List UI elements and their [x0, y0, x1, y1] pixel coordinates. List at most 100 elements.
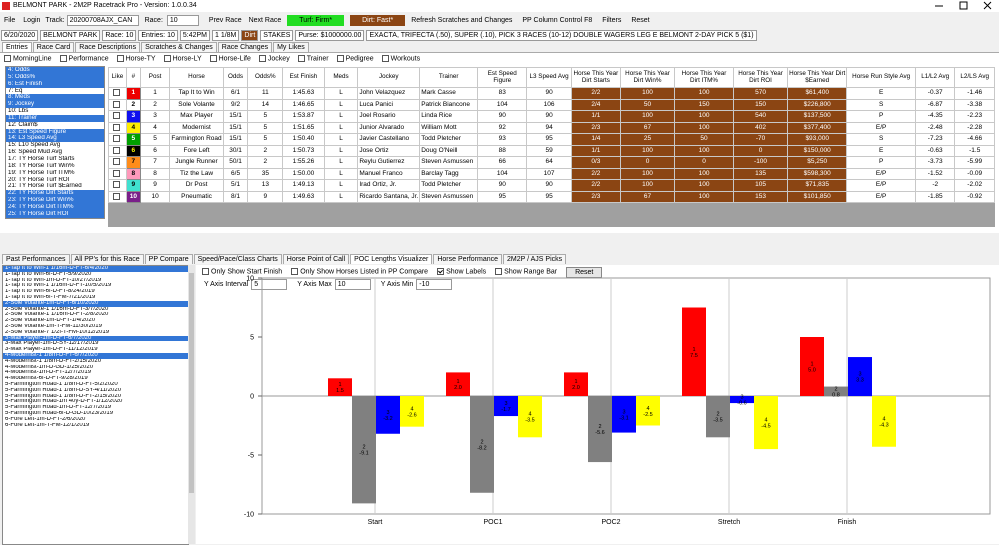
- tab[interactable]: Past Performances: [2, 254, 70, 264]
- pp-item[interactable]: 2-Sole Volante-7 1/2f-T-FM-10/12/2019: [5, 329, 110, 335]
- like-checkbox[interactable]: [112, 135, 120, 143]
- dirt-button[interactable]: Dirt: Fast*: [350, 15, 406, 26]
- tab[interactable]: Scratches & Changes: [141, 42, 217, 52]
- pp-item[interactable]: 2-Sole Volante-1 1/16m-D-FT-2/8/2020: [5, 312, 109, 318]
- column-item[interactable]: 15: L10 Speed Avg: [8, 142, 61, 149]
- pp-item[interactable]: 4-Modernist-1m-D-FT-12/7/2019: [5, 370, 92, 376]
- filter[interactable]: Horse-Life: [209, 55, 251, 63]
- pp-item[interactable]: 1-Tap It to Win-6f-D-FT-5/9/2020: [5, 271, 92, 277]
- checkbox[interactable]: [163, 55, 171, 63]
- pp-item[interactable]: 5-Farmington Road-1m-D-FT-12/7/2019: [5, 405, 112, 411]
- pp-item[interactable]: 4-Modernist-1 1/8m-D-FT-6/7/2020: [3, 352, 188, 359]
- pp-column-button[interactable]: PP Column Control F8: [522, 17, 593, 24]
- column-item[interactable]: 21: TY Horse Turf $Earned: [8, 183, 82, 190]
- pp-item[interactable]: 3-Max Player-1m-D-SY-12/17/2019: [5, 341, 99, 347]
- pp-item[interactable]: 6-Fore Left-1m-D-FT-2/6/2020: [5, 416, 86, 422]
- column-item[interactable]: 24: TY Horse Dirt ITM%: [6, 203, 104, 211]
- reset-button[interactable]: Reset: [631, 17, 650, 24]
- track-select[interactable]: 20200708AJX_CAN: [66, 15, 139, 26]
- filter[interactable]: Pedigree: [336, 55, 374, 63]
- prev-race[interactable]: Prev Race: [208, 17, 242, 24]
- checkbox[interactable]: [202, 268, 209, 276]
- pp-item[interactable]: 5-Farmington Road-6f-D-GD-10/23/2019: [5, 410, 114, 416]
- like-checkbox[interactable]: [112, 112, 120, 120]
- refresh-button[interactable]: Refresh Scratches and Changes: [411, 17, 513, 24]
- column-item[interactable]: 17: TY Horse Turf Starts: [8, 155, 75, 162]
- tab[interactable]: Race Descriptions: [75, 42, 141, 52]
- column-item[interactable]: 25: TY Horse Dirt ROI: [6, 210, 104, 218]
- filter[interactable]: Jockey: [258, 55, 290, 63]
- filter[interactable]: Horse-TY: [116, 55, 156, 63]
- pp-item[interactable]: 1-Tap It to Win-1 1/16m-D-FT-6/4/2020: [3, 266, 188, 272]
- next-race[interactable]: Next Race: [248, 17, 282, 24]
- column-item[interactable]: 13: Est Speed Figure: [6, 128, 104, 136]
- race-select[interactable]: 10: [166, 15, 199, 26]
- like-checkbox[interactable]: [112, 100, 120, 108]
- checkbox[interactable]: [336, 55, 344, 63]
- column-item[interactable]: 4: Odds: [6, 67, 104, 74]
- like-checkbox[interactable]: [112, 169, 120, 177]
- column-item[interactable]: 5: Odds%: [6, 73, 104, 81]
- column-item[interactable]: 8: Meds: [6, 94, 104, 102]
- like-checkbox[interactable]: [112, 146, 120, 154]
- tab[interactable]: 2M2P / AJS Picks: [503, 254, 567, 264]
- tab[interactable]: Speed/Pace/Class Charts: [193, 254, 282, 264]
- pp-item[interactable]: 4-Modernist-6f-D-FT-9/28/2019: [5, 376, 88, 382]
- pp-item[interactable]: 6-Fore Left-1m-T-FM-12/1/2019: [5, 422, 90, 428]
- pp-item[interactable]: 5-Farmington Road-1m 40y-D-FT-1/12/2020: [5, 399, 123, 405]
- column-item[interactable]: 19: TY Horse Turf ITM%: [8, 169, 75, 176]
- axis-select[interactable]: 5: [251, 279, 288, 290]
- filter[interactable]: Trainer: [297, 55, 329, 63]
- checkbox[interactable]: [209, 55, 217, 63]
- like-checkbox[interactable]: [112, 158, 120, 166]
- filter[interactable]: Performance: [59, 55, 109, 63]
- pp-item[interactable]: 5-Farmington Road-1 1/8m-D-SY-4/11/2020: [5, 387, 122, 393]
- tab[interactable]: Entries: [2, 42, 32, 52]
- scroll-thumb[interactable]: [189, 273, 194, 493]
- tab[interactable]: Horse Point of Call: [282, 254, 350, 264]
- tab[interactable]: PP Compare: [144, 254, 193, 264]
- maximize[interactable]: [959, 1, 968, 10]
- like-checkbox[interactable]: [112, 192, 120, 200]
- axis-select[interactable]: -10: [416, 279, 453, 290]
- option[interactable]: Show Labels: [437, 268, 486, 276]
- pp-item[interactable]: 1-Tap It to Win-6f-T-FM-7/21/2019: [5, 294, 96, 300]
- column-item[interactable]: 16: Speed Mud Avg: [8, 149, 62, 156]
- checkbox[interactable]: [381, 55, 389, 63]
- tab[interactable]: Race Changes: [217, 42, 273, 52]
- column-item[interactable]: 22: TY Horse Dirt Starts: [6, 190, 104, 198]
- column-item[interactable]: 14: L3 Speed Avg: [6, 135, 104, 143]
- checkbox[interactable]: [495, 268, 503, 276]
- checkbox[interactable]: [291, 268, 299, 276]
- column-item[interactable]: 7: Eq: [8, 87, 23, 94]
- pp-item[interactable]: 5-Farmington Road-1 1/8m-D-FT-2/15/2020: [5, 393, 122, 399]
- pp-item[interactable]: 2-Sole Volante-1m-D-FT-6/10/2020: [3, 300, 188, 307]
- checkbox[interactable]: [4, 55, 11, 63]
- axis-select[interactable]: 10: [334, 279, 371, 290]
- pp-item[interactable]: 5-Farmington Road-1 1/8m-D-FT-5/2/2020: [5, 381, 118, 387]
- column-item[interactable]: 11: Trainer: [6, 114, 104, 122]
- like-checkbox[interactable]: [112, 123, 120, 131]
- pp-item[interactable]: 1-Tap It to Win-6f-D-FT-8/24/2019: [5, 289, 95, 295]
- menu-login[interactable]: Login: [23, 17, 41, 24]
- tab[interactable]: All PP's for this Race: [70, 254, 144, 264]
- tab[interactable]: POC Lengths Visualizer: [350, 254, 433, 264]
- column-item[interactable]: 18: TY Horse Turf Win%: [8, 162, 75, 169]
- tab[interactable]: My Likes: [273, 42, 309, 52]
- like-checkbox[interactable]: [112, 89, 120, 97]
- tab[interactable]: Horse Performance: [433, 254, 503, 264]
- filter[interactable]: Workouts: [381, 55, 420, 63]
- filter[interactable]: MorningLine: [4, 55, 52, 63]
- tab[interactable]: Race Card: [32, 42, 75, 52]
- pp-item[interactable]: 3-Max Player-1m-D-FT-6/7/2020: [3, 335, 188, 342]
- pp-item[interactable]: 2-Sole Volante-1m-D-FT-1/4/2020: [5, 318, 96, 324]
- pp-item[interactable]: 1-Tap It to Win-1m-D-FT-10/27/2019: [5, 277, 102, 283]
- like-checkbox[interactable]: [112, 181, 120, 189]
- turf-button[interactable]: Turf: Firm*: [287, 15, 345, 26]
- checkbox[interactable]: [297, 55, 305, 63]
- column-item[interactable]: 10: Lbs: [8, 108, 29, 115]
- checkbox[interactable]: [258, 55, 266, 63]
- checkbox[interactable]: [116, 55, 124, 63]
- option[interactable]: Only Show Horses Listed in PP Compare: [291, 268, 428, 276]
- pp-item[interactable]: 3-Max Player-1m-D-FT-11/12/2019: [5, 347, 98, 353]
